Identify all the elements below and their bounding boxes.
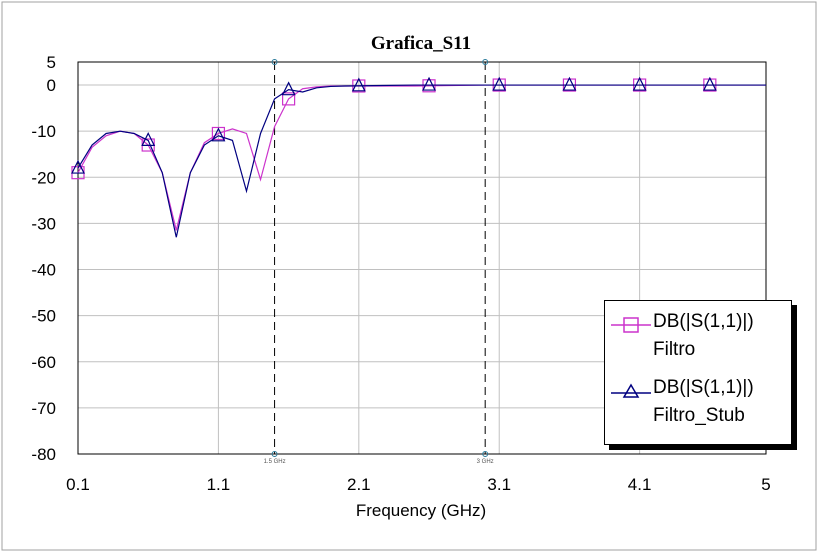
legend-series-2-name: DB(|S(1,1)|) xyxy=(653,377,754,398)
x-tick-label: 0.1 xyxy=(66,475,90,494)
legend-series-2-subname: Filtro_Stub xyxy=(653,405,745,426)
legend: DB(|S(1,1)|) Filtro DB(|S(1,1)|) Filtro_… xyxy=(604,300,792,445)
series-1-point xyxy=(282,92,296,106)
y-tick-label: -70 xyxy=(31,399,56,418)
y-tick-label: -30 xyxy=(31,214,56,233)
marker-top-handle xyxy=(482,59,489,65)
chart-title: Grafica_S11 xyxy=(371,33,471,54)
y-tick-label: -50 xyxy=(31,307,56,326)
series-1-point xyxy=(422,79,436,93)
series-2-point xyxy=(702,76,717,91)
legend-series-1-subname: Filtro xyxy=(653,339,696,360)
series-2-point xyxy=(422,76,436,91)
x-axis-label: Frequency (GHz) xyxy=(356,501,486,520)
y-tick-label: -20 xyxy=(31,168,56,187)
marker-top-handle xyxy=(271,59,278,65)
y-tick-label: -40 xyxy=(31,261,56,280)
y-tick-label: 5 xyxy=(47,53,56,72)
plot-border xyxy=(77,61,767,455)
series-2-point xyxy=(211,127,226,142)
legend-entry-filtro-stub: DB(|S(1,1)|) Filtro_Stub xyxy=(605,373,791,433)
legend-entry-filtro: DB(|S(1,1)|) Filtro xyxy=(605,307,791,367)
x-tick-label: 4.1 xyxy=(628,475,652,494)
y-tick-label: 0 xyxy=(47,76,56,95)
series-2-point xyxy=(71,159,85,174)
y-tick-label: -80 xyxy=(31,445,56,464)
y-tick-label: -60 xyxy=(31,353,56,372)
legend-symbol-square xyxy=(611,317,651,333)
series-line-2 xyxy=(77,84,766,238)
x-tick-label: 5 xyxy=(761,475,770,494)
series-2-point xyxy=(141,132,156,146)
legend-series-1-name: DB(|S(1,1)|) xyxy=(653,311,754,332)
x-tick-label: 2.1 xyxy=(347,475,371,494)
x-tick-label: 3.1 xyxy=(487,475,511,494)
series-2-point xyxy=(281,81,296,96)
y-tick-label: -10 xyxy=(31,122,56,141)
marker-bottom-handle xyxy=(482,451,489,457)
marker-label: 1.5 GHz xyxy=(264,459,286,465)
series-2-point xyxy=(562,76,577,91)
series-2-point xyxy=(632,76,647,91)
series-2-point xyxy=(351,77,366,92)
marker-label: 3 GHz xyxy=(477,459,494,465)
x-tick-label: 1.1 xyxy=(207,475,231,494)
plot-area: 0.1 1.1 2.1 3.1 4.1 5 5 0 -10 -20 -30 -40 -50 -60 -70 -… xyxy=(31,53,770,494)
legend-symbol-triangle xyxy=(611,383,651,398)
marker-bottom-handle xyxy=(271,451,278,457)
series-2-point xyxy=(492,76,507,91)
